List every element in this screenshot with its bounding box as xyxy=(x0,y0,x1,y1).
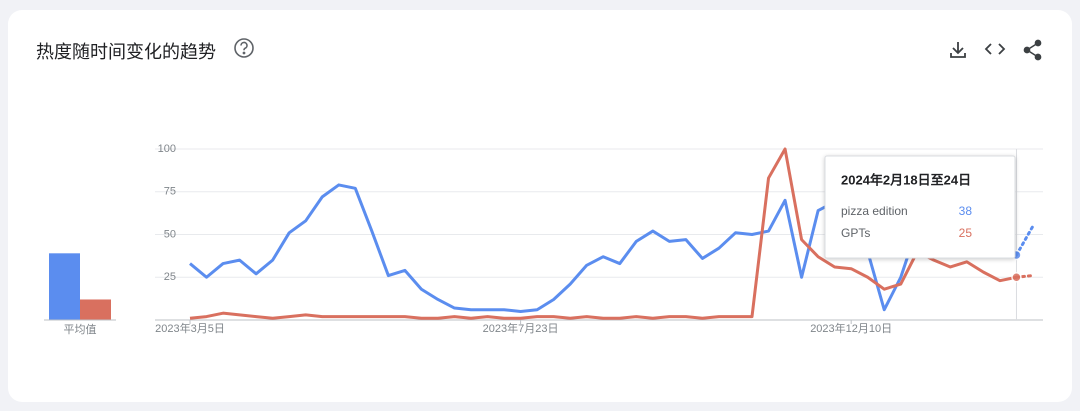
average-bar xyxy=(80,299,111,320)
tooltip-value: 25 xyxy=(959,226,973,240)
tooltip: 2024年2月18日至24日 pizza edition 38 GPTs 25 xyxy=(824,155,1016,259)
y-tick-label: 50 xyxy=(164,228,176,240)
y-tick-label: 25 xyxy=(164,271,176,283)
tooltip-series-name: GPTs xyxy=(841,226,870,240)
series-line xyxy=(189,147,1017,320)
share-icon[interactable] xyxy=(1023,39,1042,61)
series-partial-line xyxy=(1014,224,1035,257)
tooltip-title: 2024年2月18日至24日 xyxy=(841,172,971,187)
tooltip-box xyxy=(824,155,1016,259)
y-tick-label: 100 xyxy=(158,143,176,155)
hover-point xyxy=(1011,272,1022,283)
help-icon[interactable] xyxy=(234,38,254,58)
average-bar xyxy=(49,253,80,320)
x-tick-label: 2023年12月10日 xyxy=(810,321,892,335)
x-tick-label: 2023年7月23日 xyxy=(483,321,559,335)
x-tick-label: 2023年3月5日 xyxy=(155,321,225,335)
series-line xyxy=(189,183,1018,313)
tooltip-series-name: pizza edition xyxy=(841,204,908,218)
plot: 25 50 75 100 2023年3月5日 2023年7月23日 2023年12月10日 平… xyxy=(44,143,1043,336)
average-label: 平均值 xyxy=(64,323,97,336)
embed-icon[interactable] xyxy=(984,43,1006,55)
download-icon[interactable] xyxy=(950,42,966,58)
y-tick-label: 75 xyxy=(164,186,176,198)
card-title: 热度随时间变化的趋势 xyxy=(36,42,216,62)
tooltip-value: 38 xyxy=(959,204,973,218)
